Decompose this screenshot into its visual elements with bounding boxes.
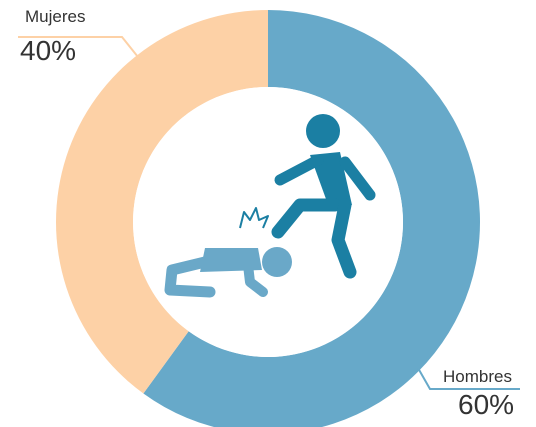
leader-line: [417, 367, 520, 390]
slice: [143, 10, 480, 427]
hole: [133, 87, 403, 357]
illustration: [164, 114, 376, 298]
category-label: Hombres: [443, 367, 512, 386]
leader-line: [18, 36, 139, 58]
value-label: 40%: [20, 35, 76, 66]
value-label: 60%: [458, 389, 514, 420]
category-label: Mujeres: [25, 7, 85, 26]
labels: Hombres 60% Mujeres 40%: [18, 7, 520, 420]
slice: [56, 10, 268, 394]
